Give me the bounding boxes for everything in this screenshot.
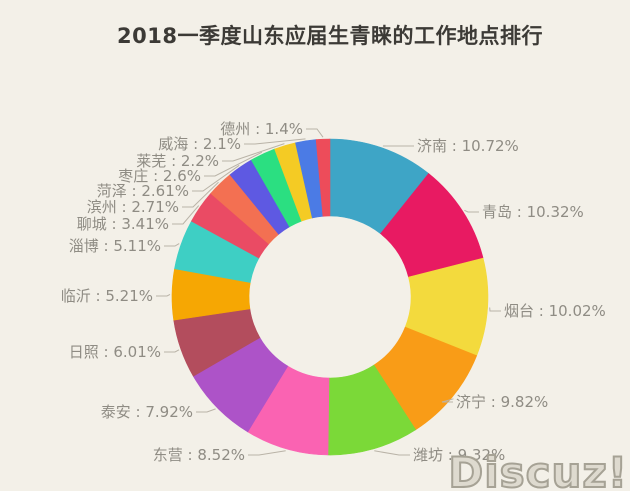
callout-line-zibo	[164, 243, 180, 247]
callout-line-binzhou	[182, 181, 219, 208]
slice-label-laiwu: 莱芜 : 2.2%	[136, 152, 219, 170]
slice-label-weifang: 潍坊 : 9.32%	[413, 446, 506, 464]
slice-label-jining: 济宁 : 9.82%	[456, 393, 549, 411]
callout-line-weihai	[244, 138, 306, 145]
discuz-watermark: Discuz!	[447, 447, 628, 491]
slice-label-dongying: 东营 : 8.52%	[152, 446, 245, 464]
chart-title: 2018一季度山东应届生青睐的工作地点排行	[117, 24, 543, 48]
callout-line-linyi	[156, 293, 171, 297]
callout-line-rizhao	[164, 349, 180, 353]
slice-label-taian: 泰安 : 7.92%	[100, 403, 193, 421]
callout-line-laiwu	[222, 143, 285, 162]
slice-label-zibo: 淄博 : 5.11%	[68, 237, 161, 255]
slice-label-rizhao: 日照 : 6.01%	[68, 343, 161, 361]
callout-line-heze	[192, 164, 240, 192]
slice-label-weihai: 威海 : 2.1%	[158, 135, 241, 153]
slice-label-jinan: 济南 : 10.72%	[417, 137, 519, 155]
slice-label-liaocheng: 聊城 : 3.41%	[76, 215, 169, 233]
slice-label-yantai: 烟台 : 10.02%	[504, 302, 606, 320]
callout-line-dongying	[248, 450, 286, 456]
callout-line-dezhou	[306, 128, 324, 138]
slice-label-heze: 菏泽 : 2.61%	[96, 182, 189, 200]
callout-line-yantai	[489, 307, 501, 312]
callout-line-taian	[196, 408, 216, 413]
slice-label-zaozhuang: 枣庄 : 2.6%	[118, 167, 201, 185]
callout-line-zaozhuang	[204, 151, 263, 177]
callout-line-liaocheng	[172, 205, 200, 225]
slice-label-binzhou: 滨州 : 2.71%	[86, 198, 179, 216]
slice-label-dezhou: 德州 : 1.4%	[220, 120, 303, 138]
slice-label-linyi: 临沂 : 5.21%	[60, 287, 153, 305]
callout-line-qingdao	[464, 209, 479, 213]
slice-label-qingdao: 青岛 : 10.32%	[482, 203, 584, 221]
slice-dezhou	[315, 138, 331, 217]
callout-line-weifang	[374, 450, 410, 456]
callout-line-jining	[441, 398, 454, 403]
